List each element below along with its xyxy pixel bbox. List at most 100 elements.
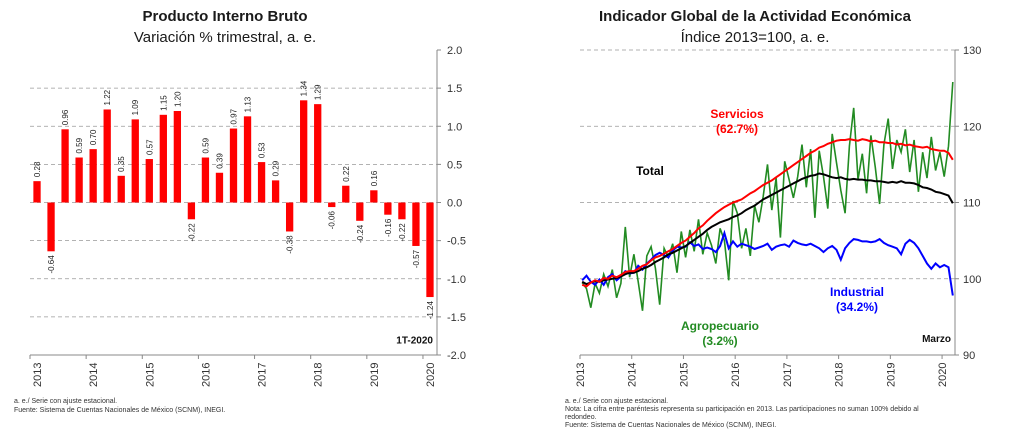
- x-tick-label: 2014: [88, 363, 100, 387]
- bar: [412, 202, 420, 246]
- data-label: 0.28: [33, 161, 42, 177]
- y-tick-label: 90: [963, 350, 975, 362]
- period-label: 1T-2020: [396, 336, 433, 347]
- x-tick-label: 2018: [834, 363, 846, 387]
- label-servicios: Servicios: [710, 107, 764, 121]
- label-agropecuario: Agropecuario: [681, 319, 759, 333]
- data-label: 0.16: [370, 170, 379, 186]
- data-label: 1.34: [300, 80, 309, 96]
- bar: [117, 175, 125, 203]
- data-label: 0.96: [61, 109, 70, 125]
- y-tick-label: 1.5: [447, 83, 462, 95]
- x-tick-label: 2013: [575, 363, 587, 387]
- igae-note-ae: a. e./ Serie con ajuste estacional.: [565, 398, 669, 405]
- data-label: 1.13: [244, 96, 253, 112]
- y-tick-label: 130: [963, 45, 981, 57]
- data-label: -0.24: [356, 224, 365, 243]
- y-tick-label: 0.0: [447, 198, 462, 210]
- label-industrial: Industrial: [830, 285, 884, 299]
- data-label: 1.09: [131, 99, 140, 115]
- data-label: -0.06: [328, 211, 337, 230]
- bar: [426, 202, 434, 298]
- bar: [215, 172, 224, 203]
- bar: [159, 114, 167, 203]
- data-label: 1.15: [159, 95, 168, 111]
- bar: [173, 111, 182, 203]
- bar: [47, 202, 55, 252]
- data-label: 0.22: [342, 166, 351, 182]
- label-total: Total: [636, 164, 664, 178]
- bar: [398, 202, 406, 220]
- igae-chart-panel: Indicador Global de la Actividad Económi…: [565, 0, 1027, 439]
- x-tick-label: 2014: [627, 363, 639, 387]
- y-tick-label: -0.5: [447, 236, 466, 248]
- bar: [33, 181, 41, 203]
- data-label: -1.24: [426, 300, 435, 319]
- pib-chart-subtitle: Variación % trimestral, a. e.: [133, 29, 317, 46]
- x-tick-label: 2019: [369, 363, 381, 387]
- bar: [271, 180, 280, 203]
- data-label: 0.59: [201, 137, 210, 153]
- bar: [285, 202, 294, 232]
- label-servicios-share: (62.7%): [716, 122, 758, 136]
- igae-note-source: Fuente: Sistema de Cuentas Nacionales de…: [565, 422, 777, 429]
- data-label: -0.22: [187, 223, 196, 242]
- pib-note-source: Fuente: Sistema de Cuentas Nacionales de…: [14, 407, 226, 414]
- y-tick-label: -1.0: [447, 274, 466, 286]
- igae-chart-title: Indicador Global de la Actividad Económi…: [598, 8, 911, 25]
- x-tick-label: 2017: [782, 363, 794, 387]
- bar: [257, 162, 266, 203]
- data-label: -0.16: [384, 218, 393, 237]
- x-tick-label: 2015: [678, 363, 690, 387]
- y-tick-label: 1.0: [447, 121, 462, 133]
- y-tick-label: 100: [963, 274, 981, 286]
- series-line-total: [581, 172, 954, 286]
- label-industrial-share: (34.2%): [836, 300, 878, 314]
- pib-bar-chart: 2.0 1.5 1.0 0.5 0.0 -0.5 -1.0 -1.5 -2.0 0.28 -0.64…: [29, 45, 466, 387]
- bar: [131, 119, 139, 203]
- x-tick-label: 2015: [144, 363, 156, 387]
- pib-note-ae: a. e./ Serie con ajuste estacional.: [14, 398, 118, 405]
- data-label: -0.38: [286, 235, 295, 254]
- bar: [314, 104, 322, 203]
- pib-chart-title: Producto Interno Bruto: [142, 8, 308, 25]
- igae-note-rounding: redondeo.: [565, 414, 597, 421]
- data-label: 1.20: [173, 91, 182, 107]
- igae-chart-subtitle: Índice 2013=100, a. e.: [680, 29, 830, 46]
- y-tick-label: -1.5: [447, 312, 466, 324]
- y-tick-label: 120: [963, 121, 981, 133]
- series-line-industrial: [581, 229, 954, 296]
- data-label: 0.35: [117, 156, 126, 172]
- bar: [356, 202, 364, 221]
- series-line-servicios: [581, 138, 954, 288]
- x-tick-label: 2018: [313, 363, 325, 387]
- pib-chart-panel: Producto Interno Bruto Variación % trime…: [0, 0, 470, 439]
- data-label: 1.22: [103, 89, 112, 105]
- x-tick-label: 2019: [885, 363, 897, 387]
- bar: [61, 129, 69, 203]
- x-tick-label: 2020: [937, 363, 949, 387]
- bar: [384, 202, 392, 215]
- bar: [300, 100, 308, 203]
- data-label: -0.22: [398, 223, 407, 242]
- data-label: 0.29: [272, 160, 281, 176]
- data-label: 0.59: [75, 137, 84, 153]
- bar: [328, 202, 336, 208]
- data-label: 0.53: [258, 142, 267, 158]
- bar: [229, 128, 238, 203]
- bar: [103, 109, 111, 203]
- bar: [89, 149, 97, 203]
- x-tick-label: 2020: [425, 363, 437, 387]
- data-label: 0.70: [89, 129, 98, 145]
- x-tick-label: 2016: [730, 363, 742, 387]
- data-label: -0.57: [412, 249, 421, 268]
- bar: [75, 157, 83, 203]
- month-label: Marzo: [922, 334, 951, 345]
- data-label: 0.57: [145, 139, 154, 155]
- data-label: 0.97: [230, 108, 239, 124]
- data-label: -0.64: [47, 255, 56, 274]
- bar: [342, 185, 350, 203]
- data-label: 0.39: [215, 153, 224, 169]
- x-tick-label: 2017: [257, 363, 269, 387]
- bar: [145, 159, 153, 203]
